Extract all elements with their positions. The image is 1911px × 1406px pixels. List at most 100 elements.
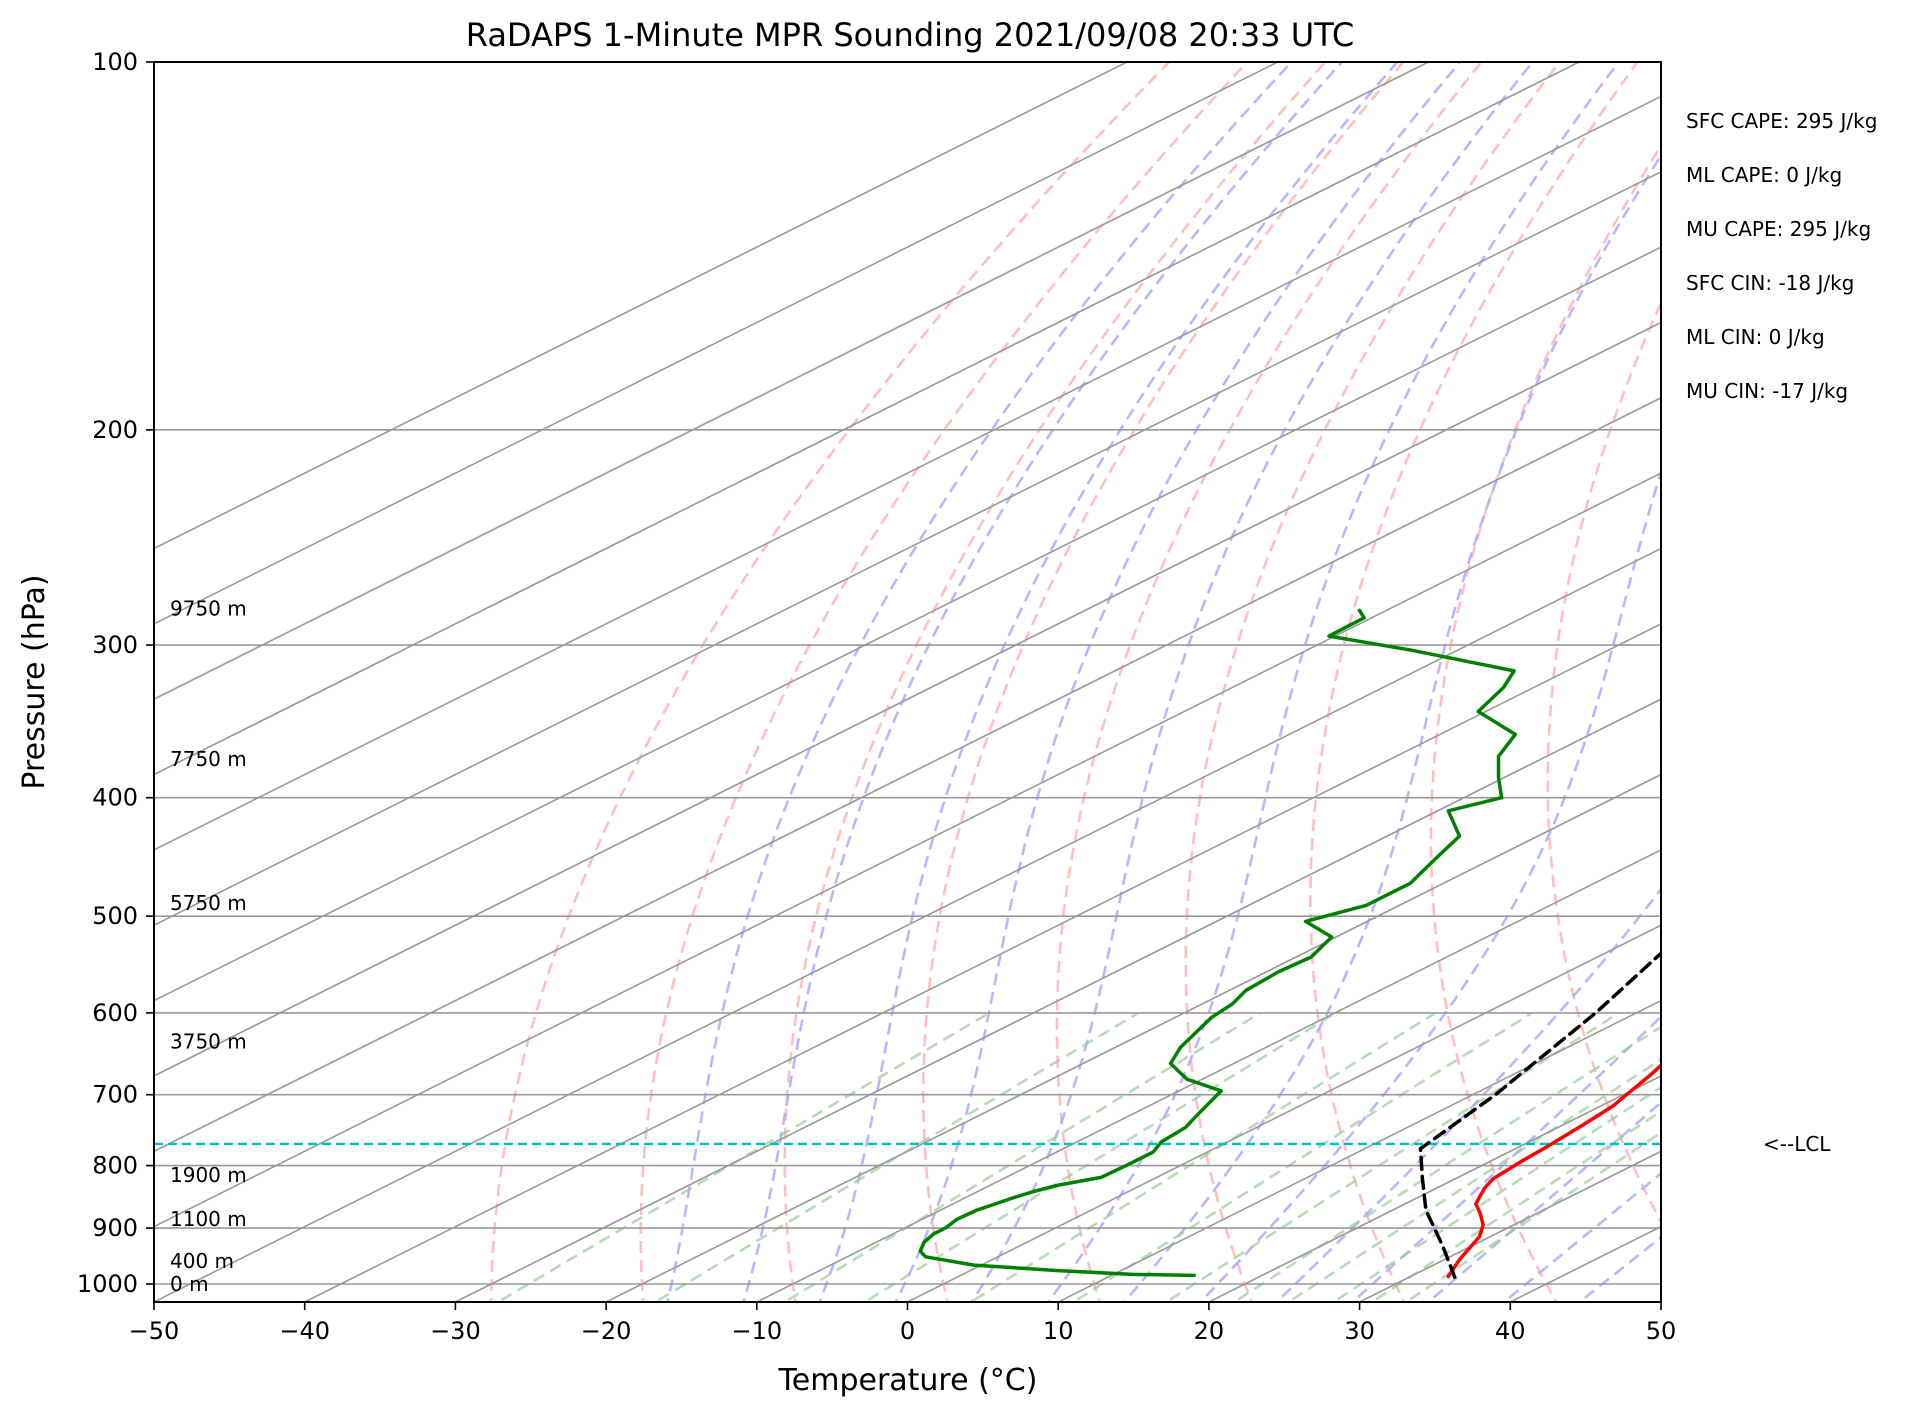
parcel-line — [1418, 950, 1661, 1279]
stat-line: MU CAPE: 295 J/kg — [1686, 217, 1871, 241]
dry-adiabat-line — [1878, 62, 1911, 1310]
mixing-ratio-line — [968, 1011, 1437, 1302]
height-label: 400 m — [170, 1249, 234, 1273]
x-tick-label: 20 — [1194, 1317, 1225, 1345]
dry-adiabat-line — [783, 62, 1327, 1302]
mixing-ratio-line — [1369, 1109, 1661, 1302]
y-tick-label: 100 — [92, 48, 138, 76]
x-axis-label: Temperature (°C) — [778, 1363, 1038, 1398]
y-tick-label: 800 — [92, 1152, 138, 1180]
height-label: 9750 m — [170, 596, 247, 620]
isotherm-line — [755, 849, 1661, 1302]
isotherm-line — [154, 396, 1661, 1153]
y-tick-label: 200 — [92, 416, 138, 444]
isotherm-line — [154, 170, 1661, 927]
height-label: 0 m — [170, 1272, 209, 1296]
isotherms — [154, 62, 1661, 1302]
x-tick-label: −40 — [279, 1317, 330, 1345]
x-tick-label: 40 — [1495, 1317, 1526, 1345]
x-tick-label: −10 — [731, 1317, 782, 1345]
x-tick-label: −30 — [430, 1317, 481, 1345]
y-tick-label: 600 — [92, 999, 138, 1027]
x-tick-label: −20 — [581, 1317, 632, 1345]
isotherm-line — [154, 472, 1661, 1228]
y-tick-label: 400 — [92, 784, 138, 812]
y-tick-label: 900 — [92, 1214, 138, 1242]
moist-adiabat-line — [1122, 153, 1661, 1302]
y-tick-label: 1000 — [77, 1270, 138, 1298]
height-label: 1100 m — [170, 1207, 247, 1231]
height-label: 5750 m — [170, 891, 247, 915]
dry-adiabat-line — [1546, 300, 1661, 1225]
x-tick-label: 10 — [1043, 1317, 1074, 1345]
isotherm-line — [154, 62, 1128, 550]
profile-series — [918, 608, 1661, 1279]
dry-adiabat-line — [489, 62, 1171, 1302]
isotherm-line — [453, 698, 1661, 1302]
y-tick-label: 500 — [92, 902, 138, 930]
moist-adiabat-line — [1502, 1171, 1661, 1302]
isotherm-line — [154, 95, 1661, 851]
y-axis-label: Pressure (hPa) — [17, 574, 52, 789]
lcl-label: <--LCL — [1763, 1132, 1831, 1156]
isotherm-line — [604, 773, 1661, 1302]
isotherm-line — [154, 62, 1429, 701]
height-label: 1900 m — [170, 1163, 247, 1187]
y-tick-label: 300 — [92, 631, 138, 659]
dry-adiabat-line — [1771, 62, 1911, 1310]
mixing-ratio-line — [862, 1011, 1337, 1302]
moist-adiabat-line — [1046, 62, 1620, 1302]
mixing-ratio-line — [1331, 1085, 1661, 1302]
moist-adiabat-line — [1198, 468, 1661, 1302]
mixing-ratio-line — [1403, 1131, 1661, 1302]
mixing-ratio-line — [1232, 1025, 1661, 1302]
isotherm-line — [154, 321, 1661, 1077]
stat-line: ML CIN: 0 J/kg — [1686, 325, 1825, 349]
moist-adiabat-line — [1426, 1100, 1661, 1302]
stat-line: ML CAPE: 0 J/kg — [1686, 163, 1842, 187]
dry-adiabat-line — [1659, 675, 1661, 774]
x-tick-label: 50 — [1646, 1317, 1677, 1345]
isotherm-line — [1659, 1301, 1661, 1302]
dry-adiabat-line — [1055, 62, 1483, 1302]
y-axis-ticks: 100 200 300 400 500 600 700 800 900 1000 — [77, 48, 154, 1298]
x-tick-label: −50 — [129, 1317, 180, 1345]
isotherm-line — [1207, 1075, 1661, 1302]
mixing-ratio-line — [1071, 1011, 1533, 1302]
moist-adiabat-line — [970, 62, 1534, 1302]
mixing-ratio-line — [495, 1011, 991, 1302]
dry-adiabat-line — [639, 62, 1249, 1302]
height-labels: 9750 m 7750 m 5750 m 3750 m 1900 m 1100 m 400 … — [170, 596, 247, 1296]
dry-adiabat-line — [1184, 62, 1561, 1302]
x-tick-label: 0 — [900, 1317, 915, 1345]
isotherm-line — [154, 62, 1580, 776]
height-label: 3750 m — [170, 1029, 247, 1053]
x-tick-label: 30 — [1344, 1317, 1375, 1345]
mixing-ratio-lines — [495, 1011, 1661, 1302]
temperature-line — [1446, 1063, 1661, 1279]
moist-adiabat-line — [894, 62, 1462, 1302]
isotherm-line — [1056, 999, 1661, 1302]
stats-panel: SFC CAPE: 295 J/kg ML CAPE: 0 J/kg MU CAPE… — [1686, 109, 1877, 403]
y-tick-label: 700 — [92, 1081, 138, 1109]
x-axis-ticks: −50 −40 −30 −20 −10 0 10 20 30 40 50 — [129, 1302, 1677, 1345]
isotherm-line — [302, 622, 1661, 1302]
stat-line: MU CIN: -17 J/kg — [1686, 379, 1848, 403]
moist-adiabat-line — [818, 62, 1399, 1302]
moist-adiabat-line — [742, 62, 1343, 1302]
dry-adiabat-line — [922, 62, 1405, 1302]
isotherm-line — [154, 246, 1661, 1002]
isobars — [154, 62, 1661, 1285]
stat-line: SFC CAPE: 295 J/kg — [1686, 109, 1877, 133]
isotherm-line — [154, 62, 1279, 625]
dry-adiabat-line — [1309, 62, 1639, 1302]
chart-title: RaDAPS 1-Minute MPR Sounding 2021/09/08 … — [466, 16, 1354, 54]
mixing-ratio-line — [652, 1011, 1139, 1302]
height-label: 7750 m — [170, 747, 247, 771]
isotherm-line — [154, 547, 1661, 1302]
moist-adiabat-line — [666, 62, 1293, 1302]
isotherm-line — [905, 924, 1661, 1302]
dewpoint-line — [918, 608, 1518, 1278]
dry-adiabats — [489, 62, 1911, 1310]
